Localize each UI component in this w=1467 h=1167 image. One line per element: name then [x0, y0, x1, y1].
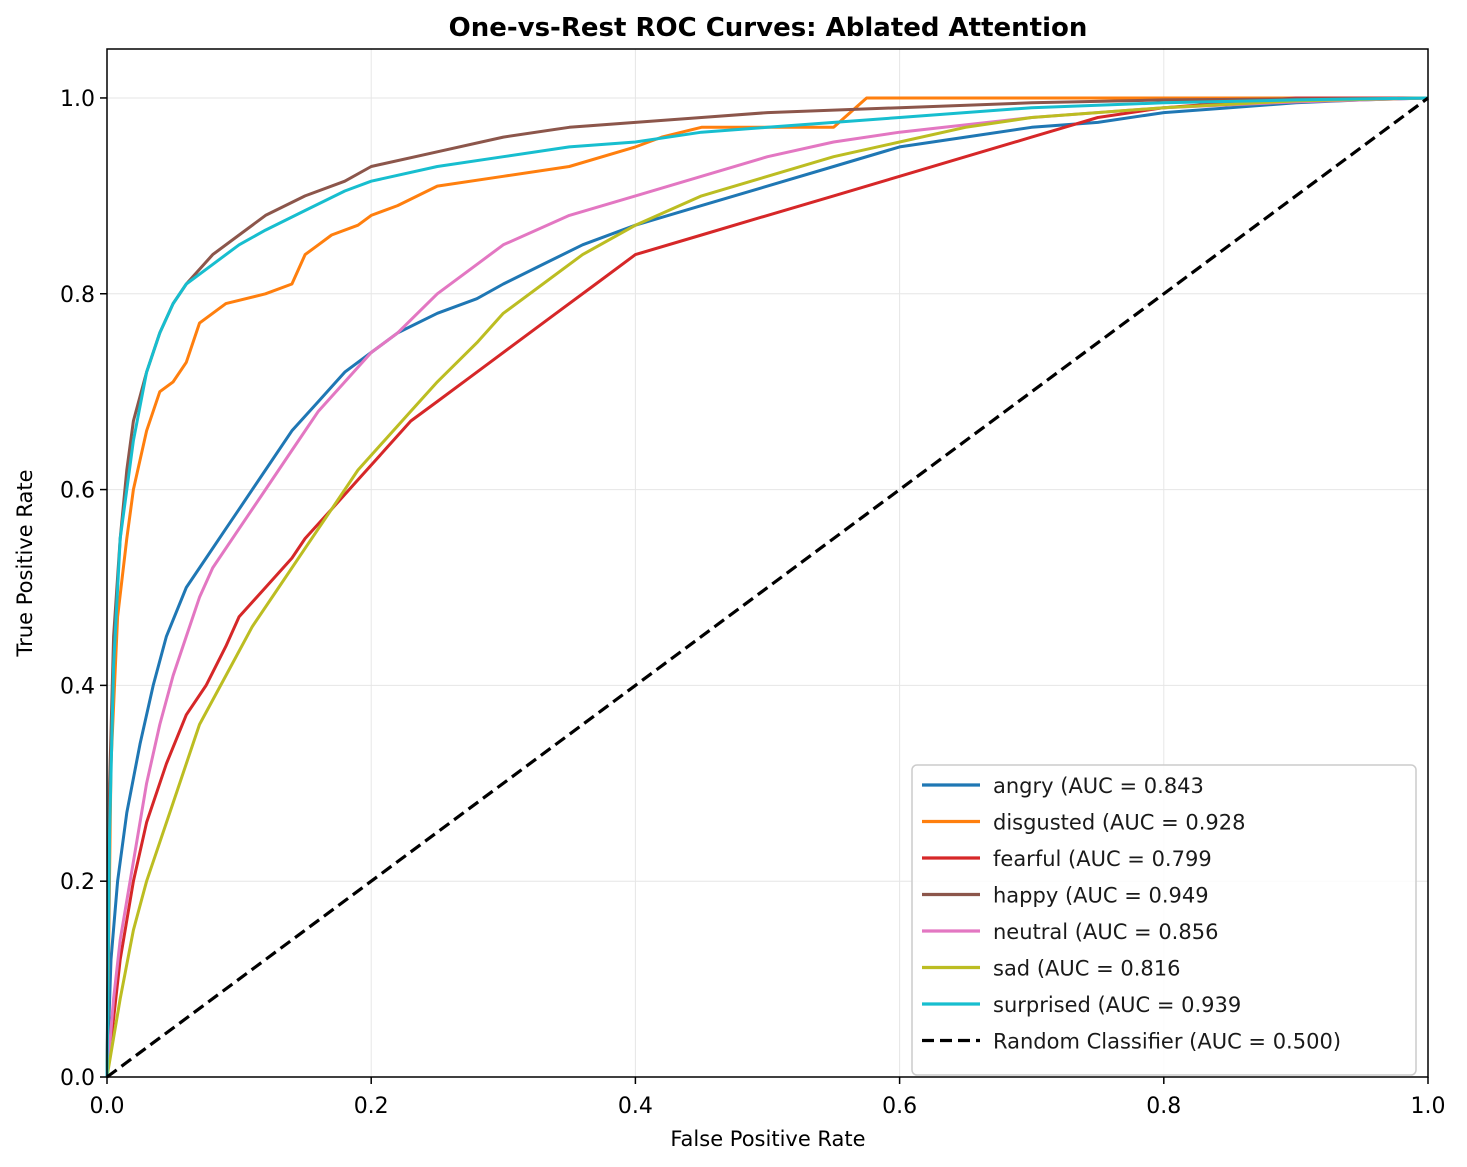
y-tick-label: 0.2	[60, 870, 95, 895]
series-line-happy	[105, 96, 1429, 1078]
series-line-surprised	[105, 96, 1429, 1078]
plot-layer	[105, 96, 1429, 1079]
x-tick-label: 1.0	[1411, 1094, 1446, 1119]
legend-label: fearful (AUC = 0.799	[993, 847, 1212, 871]
legend-label: neutral (AUC = 0.856	[993, 920, 1218, 944]
tick-layer: 0.0 0.2 0.4 0.6 0.8 1.0 0.0 0.2 0.4 0.6 0.8 1.0	[60, 87, 1446, 1119]
series-line-fearful	[105, 96, 1428, 1078]
y-tick-label: 1.0	[60, 87, 95, 112]
series-line-random-classifier	[106, 96, 1429, 1079]
y-tick-label: 0.6	[60, 479, 95, 504]
x-tick-label: 0.0	[90, 1094, 125, 1119]
legend-box	[911, 764, 1417, 1076]
series-line-sad	[105, 96, 1429, 1078]
legend-label: sad (AUC = 0.816	[993, 957, 1180, 981]
x-tick-label: 0.4	[618, 1094, 653, 1119]
y-tick-label: 0.0	[60, 1066, 95, 1091]
series-line-angry	[105, 96, 1429, 1078]
y-tick-label: 0.4	[60, 674, 95, 699]
x-tick-label: 0.6	[882, 1094, 917, 1119]
x-tick-label: 0.8	[1146, 1094, 1181, 1119]
legend-label: happy (AUC = 0.949	[993, 884, 1209, 908]
legend-label: disgusted (AUC = 0.928	[993, 811, 1246, 835]
legend: angry (AUC = 0.843 disgusted (AUC = 0.928…	[911, 764, 1417, 1076]
legend-label: angry (AUC = 0.843	[993, 774, 1204, 798]
x-axis-label: False Positive Rate	[670, 1127, 865, 1151]
legend-label: surprised (AUC = 0.939	[993, 993, 1241, 1017]
y-axis-label: True Positive Rate	[13, 469, 37, 657]
y-tick-label: 0.8	[60, 283, 95, 308]
legend-label: Random Classifier (AUC = 0.500)	[993, 1030, 1341, 1054]
x-tick-label: 0.2	[354, 1094, 389, 1119]
plot-frame	[106, 48, 1429, 1078]
series-line-neutral	[105, 96, 1429, 1078]
chart-title: One-vs-Rest ROC Curves: Ablated Attentio…	[449, 13, 1088, 43]
